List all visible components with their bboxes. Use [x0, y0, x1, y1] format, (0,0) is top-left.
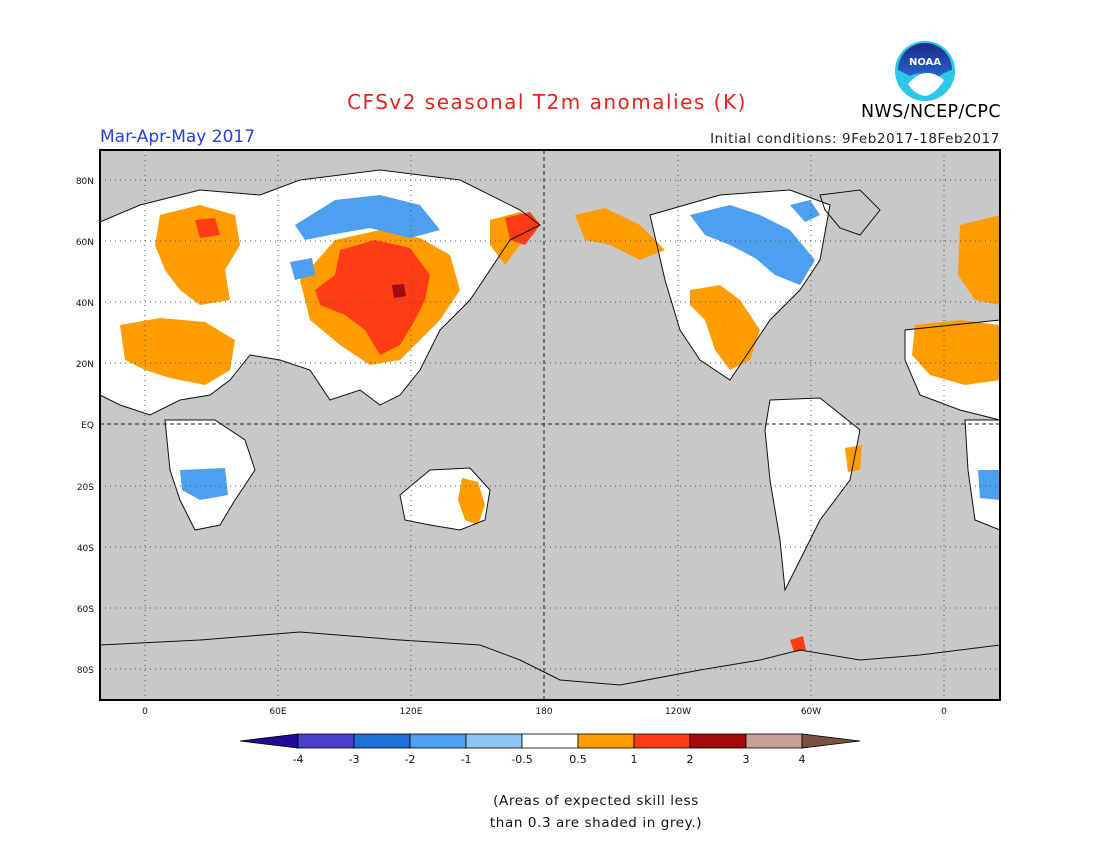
land-white-samerica	[765, 398, 860, 590]
skill-note-line1: (Areas of expected skill less	[493, 793, 699, 809]
anomaly-red-china	[315, 240, 430, 355]
coastlines	[99, 169, 1001, 686]
colorbar-box	[689, 733, 747, 749]
lat-labels: 80N 60N 40N 20N EQ 20S 40S 60S 80S	[76, 177, 94, 676]
anomaly-blue-s-africa-right	[978, 470, 1000, 500]
anomaly-blue-s-africa	[180, 468, 228, 500]
colorbar-tick-label: 1	[631, 753, 638, 766]
anomaly-orange-australia	[458, 478, 485, 525]
lat-label: 40N	[76, 299, 94, 309]
colorbar-box	[297, 733, 355, 749]
world-map: 80N 60N 40N 20N EQ 20S 40S 60S 80S 0 60E…	[76, 149, 1001, 717]
colorbar-tick-label: -2	[405, 753, 416, 766]
colorbar-arrow-right	[801, 733, 861, 749]
colorbar-box	[577, 733, 635, 749]
anomaly-orange-europe	[155, 205, 240, 305]
anomaly-blue-greenland	[790, 200, 820, 222]
colorbar-boxes	[239, 733, 861, 749]
chart-title: CFSv2 seasonal T2m anomalies (K)	[347, 90, 747, 114]
season-label: Mar-Apr-May 2017	[100, 127, 256, 147]
skill-areas	[100, 170, 1000, 652]
colorbar-ticks: -4 -3 -2 -1 -0.5 0.5 1 2 3 4	[293, 753, 806, 766]
lon-label: 0	[142, 707, 148, 717]
colorbar-tick-label: 2	[687, 753, 694, 766]
lat-label: 80S	[77, 666, 94, 676]
colorbar-box	[353, 733, 411, 749]
anomaly-orange-brazil	[845, 445, 862, 472]
lon-label: 180	[535, 707, 552, 717]
lon-label: 60W	[801, 707, 821, 717]
lat-label: 40S	[77, 544, 94, 554]
colorbar-tick-label: 0.5	[569, 753, 587, 766]
colorbar-box	[409, 733, 467, 749]
anomaly-blue-canada	[690, 205, 815, 285]
anomaly-orange-n-africa-right	[912, 320, 1000, 385]
skill-note: (Areas of expected skill less than 0.3 a…	[0, 790, 1100, 834]
lat-label: 60S	[77, 605, 94, 615]
anomaly-blue-central-asia	[290, 258, 315, 280]
lon-labels: 0 60E 120E 180 120W 60W 0	[142, 707, 947, 717]
colorbar-tick-label: 4	[799, 753, 806, 766]
colorbar-tick-label: -3	[349, 753, 360, 766]
lon-label: 0	[941, 707, 947, 717]
anomaly-red-siberia-east	[505, 212, 540, 245]
colorbar-tick-label: -4	[293, 753, 304, 766]
anomaly-orange-alaska	[575, 208, 665, 260]
colorbar-box	[633, 733, 691, 749]
colorbar-arrow-left	[239, 733, 299, 749]
map-frame	[99, 149, 1001, 701]
initial-conditions-label: Initial conditions: 9Feb2017-18Feb2017	[710, 131, 1000, 147]
colorbar-tick-label: -1	[461, 753, 472, 766]
lat-label: 20S	[77, 483, 94, 493]
reference-lines	[100, 150, 1000, 700]
colorbar-tick-label: -0.5	[511, 753, 532, 766]
colorbar: -4 -3 -2 -1 -0.5 0.5 1 2 3 4	[239, 733, 861, 766]
anomaly-orange-europe-right	[958, 215, 1000, 305]
lat-label: EQ	[81, 421, 94, 431]
agency-label: NWS/NCEP/CPC	[860, 102, 1001, 122]
noaa-logo: NOAA	[895, 41, 955, 101]
colorbar-tick-label: 3	[743, 753, 750, 766]
lat-label: 60N	[76, 238, 94, 248]
lon-label: 60E	[269, 707, 286, 717]
lat-label: 20N	[76, 360, 94, 370]
colorbar-box	[745, 733, 803, 749]
anomaly-red-antarctic-peninsula	[790, 636, 806, 652]
skill-note-line2: than 0.3 are shaded in grey.)	[489, 815, 703, 831]
logo-text: NOAA	[909, 57, 941, 68]
graticule	[100, 150, 1000, 700]
colorbar-box	[521, 733, 579, 749]
lon-label: 120E	[400, 707, 423, 717]
lat-label: 80N	[76, 177, 94, 187]
anomaly-orange-n-africa	[120, 318, 235, 385]
anomaly-darkred-mongolia	[392, 284, 406, 298]
lon-label: 120W	[665, 707, 691, 717]
anomaly-blue-siberia	[295, 195, 440, 240]
anomaly-orange-us	[690, 285, 760, 370]
anomaly-red-scandinavia	[195, 218, 220, 238]
colorbar-box	[465, 733, 523, 749]
